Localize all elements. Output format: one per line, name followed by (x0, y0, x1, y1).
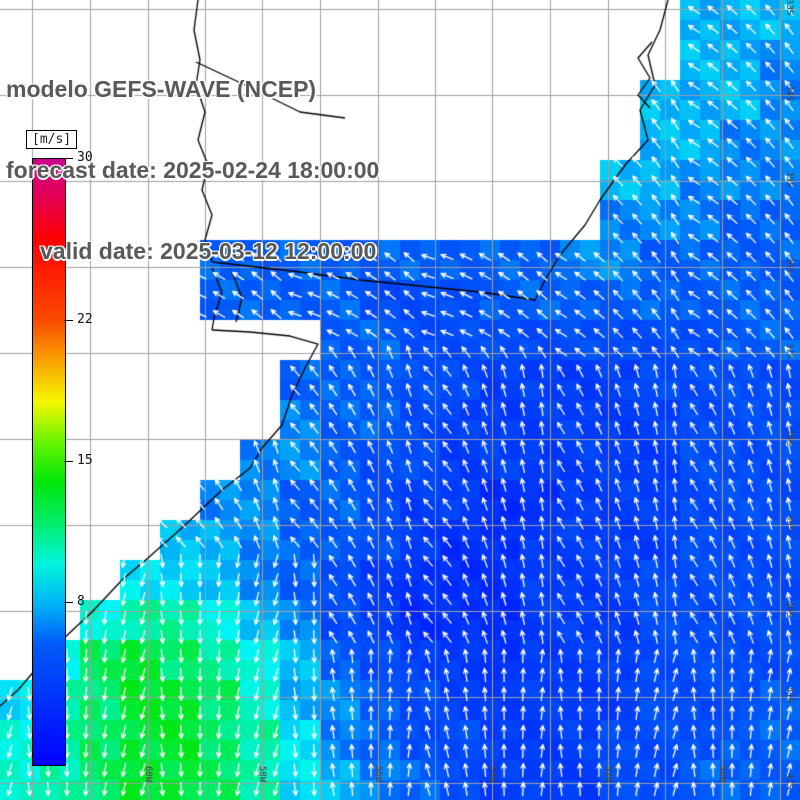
model-title: modelo GEFS-WAVE (NCEP) (6, 76, 317, 102)
lon-tick-label: 52W (603, 766, 613, 783)
colorbar-tick-label: 8 (77, 594, 85, 610)
lat-tick-label: 34S (784, 85, 794, 102)
colorbar-tick-label: 30 (77, 150, 93, 165)
lat-tick-label: 37S (784, 343, 794, 360)
lat-tick-label: 36S (784, 257, 794, 274)
map-header: modelo GEFS-WAVE (NCEP) forecast date: 2… (6, 22, 379, 319)
lat-tick-label: 41S (784, 687, 794, 704)
valid-date: valid date: 2025-03-12 12:00:00 (40, 238, 377, 264)
colorbar-tick-label: 15 (77, 453, 93, 468)
colorbar-unit-label: [m/s] (26, 130, 78, 149)
colorbar-tick-mark (64, 602, 73, 604)
lat-tick-label: 35S (784, 171, 794, 188)
colorbar-tick-label: 22 (77, 311, 93, 327)
lat-tick-label: 40S (784, 601, 794, 618)
colorbar-tick-mark (64, 158, 73, 159)
colorbar-tick-mark (64, 319, 73, 321)
colorbar-tick-mark (64, 461, 73, 462)
lat-tick-label: 39S (784, 515, 794, 532)
lon-tick-label: 56W (373, 766, 383, 783)
colorbar-gradient (32, 158, 66, 766)
lon-tick-label: 58W (257, 766, 267, 783)
lat-tick-label: 42S (784, 773, 794, 790)
forecast-date: forecast date: 2025-02-24 18:00:00 (6, 157, 380, 183)
lat-tick-label: 38S (784, 429, 794, 446)
lon-tick-label: 50W (717, 766, 727, 783)
lon-tick-label: 60W (143, 766, 153, 783)
lon-tick-label: 54W (487, 766, 497, 783)
lat-tick-label: 33S (784, 0, 794, 16)
